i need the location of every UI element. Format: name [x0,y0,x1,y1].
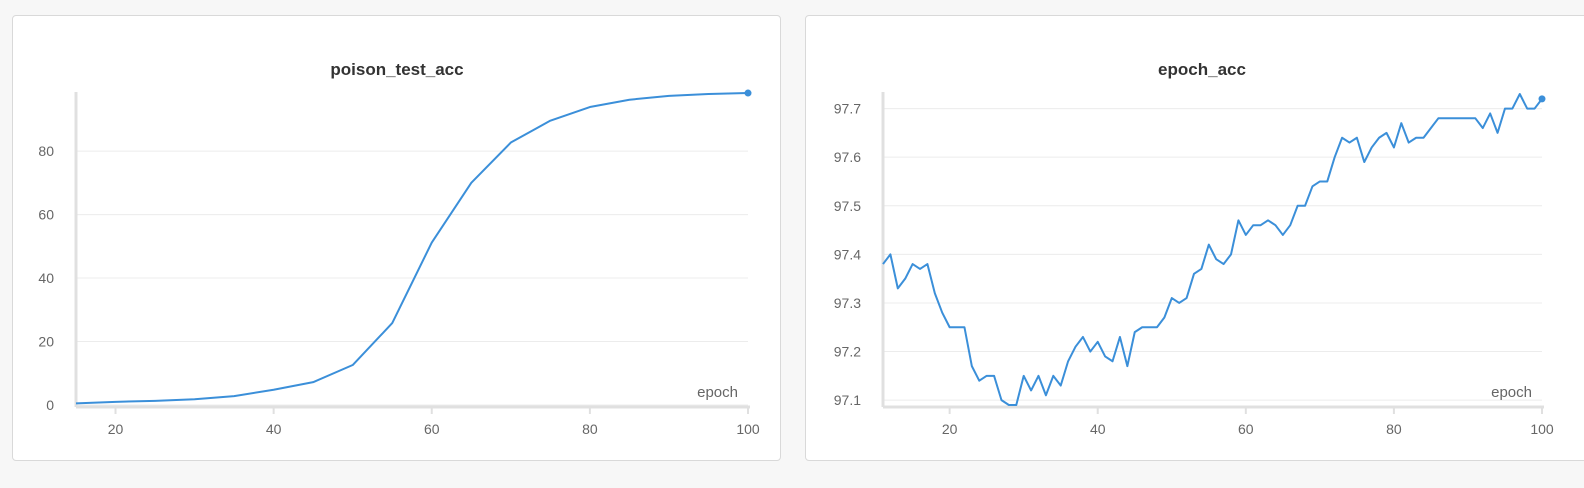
chart-panel-poison-test-acc: poison_test_acc 0 20 40 60 80 20 40 60 80 100 epoch [12,15,781,461]
x-tick-label: 40 [266,421,282,437]
y-tick-label: 97.7 [834,101,861,117]
x-tick-label: 100 [736,421,760,437]
x-tick-label: 60 [1238,421,1254,437]
y-tick-label: 40 [38,270,54,286]
x-tick-label: 20 [108,421,124,437]
y-tick-label: 97.3 [834,295,861,311]
y-tick-label: 97.1 [834,392,861,408]
x-axis-label: epoch [697,384,738,401]
x-tick-label: 60 [424,421,440,437]
y-tick-label: 97.5 [834,198,861,214]
chart-title: epoch_acc [1158,60,1246,79]
series-line [75,92,749,405]
y-tick-label: 60 [38,207,54,223]
y-tick-label: 97.4 [834,246,861,262]
y-tick-label: 20 [38,334,54,350]
x-axis-label: epoch [1491,384,1532,401]
x-tick-label: 80 [582,421,598,437]
x-tick-label: 80 [1386,421,1402,437]
chart-title: poison_test_acc [330,60,463,79]
series-end-point [1538,95,1546,103]
x-tick-label: 100 [1530,421,1554,437]
chart-epoch-acc: epoch_acc 97.1 97.2 97.3 97.4 97.5 97.6 97.7 20 4… [834,60,1554,437]
series-line [882,93,1543,406]
y-tick-label: 97.2 [834,344,861,360]
y-tick-label: 97.6 [834,149,861,165]
x-tick-label: 20 [942,421,958,437]
chart-panel-epoch-acc: epoch_acc 97.1 97.2 97.3 97.4 97.5 97.6 97.7 20 4… [805,15,1584,461]
y-tick-label: 80 [38,143,54,159]
series-end-point [744,89,752,97]
chart-poison-test-acc: poison_test_acc 0 20 40 60 80 20 40 60 80 100 epoch [38,60,760,437]
y-tick-label: 0 [46,397,54,413]
x-tick-label: 40 [1090,421,1106,437]
